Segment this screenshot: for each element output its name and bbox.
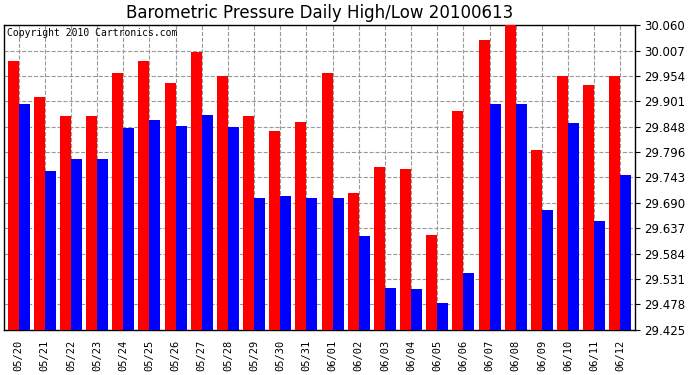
- Bar: [411, 289, 422, 330]
- Bar: [124, 128, 135, 330]
- Bar: [385, 288, 396, 330]
- Bar: [516, 104, 526, 330]
- Bar: [175, 126, 186, 330]
- Bar: [228, 127, 239, 330]
- Title: Barometric Pressure Daily High/Low 20100613: Barometric Pressure Daily High/Low 20100…: [126, 4, 513, 22]
- Bar: [112, 73, 124, 330]
- Bar: [201, 116, 213, 330]
- Bar: [295, 122, 306, 330]
- Bar: [609, 76, 620, 330]
- Bar: [71, 159, 82, 330]
- Bar: [531, 150, 542, 330]
- Bar: [583, 85, 594, 330]
- Bar: [479, 39, 490, 330]
- Bar: [86, 116, 97, 330]
- Bar: [97, 159, 108, 330]
- Bar: [217, 75, 228, 330]
- Bar: [306, 198, 317, 330]
- Bar: [400, 169, 411, 330]
- Bar: [150, 120, 160, 330]
- Bar: [190, 51, 201, 330]
- Bar: [542, 210, 553, 330]
- Bar: [322, 73, 333, 330]
- Bar: [568, 123, 579, 330]
- Bar: [348, 193, 359, 330]
- Bar: [8, 61, 19, 330]
- Bar: [557, 75, 568, 330]
- Bar: [19, 104, 30, 330]
- Bar: [453, 111, 464, 330]
- Bar: [374, 167, 385, 330]
- Bar: [254, 198, 265, 330]
- Bar: [165, 83, 175, 330]
- Bar: [34, 97, 45, 330]
- Bar: [426, 236, 437, 330]
- Text: Copyright 2010 Cartronics.com: Copyright 2010 Cartronics.com: [8, 28, 178, 38]
- Bar: [359, 236, 370, 330]
- Bar: [139, 61, 150, 330]
- Bar: [490, 104, 501, 330]
- Bar: [243, 116, 254, 330]
- Bar: [620, 175, 631, 330]
- Bar: [464, 273, 475, 330]
- Bar: [594, 221, 605, 330]
- Bar: [269, 131, 280, 330]
- Bar: [45, 171, 56, 330]
- Bar: [333, 198, 344, 330]
- Bar: [437, 303, 448, 330]
- Bar: [60, 116, 71, 330]
- Bar: [280, 196, 291, 330]
- Bar: [505, 25, 516, 330]
